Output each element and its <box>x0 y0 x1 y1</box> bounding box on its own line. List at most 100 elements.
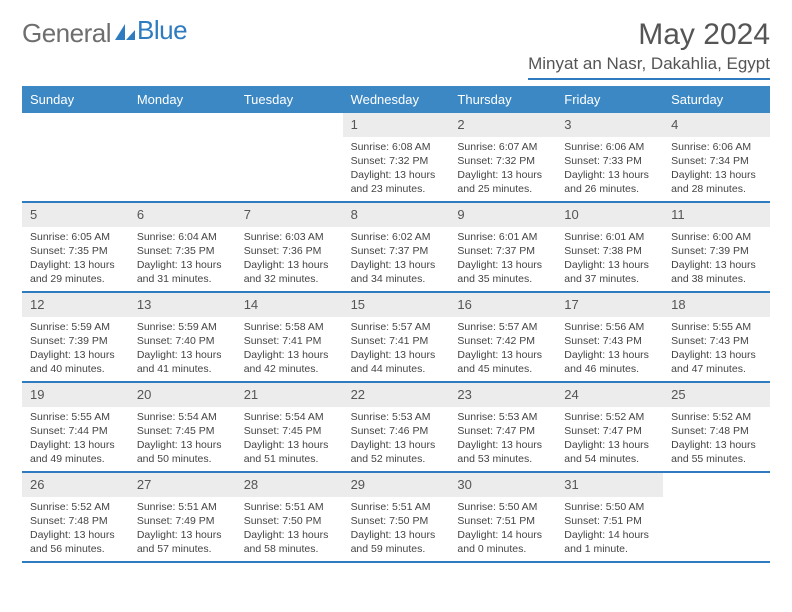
weekday-label: Wednesday <box>343 86 450 113</box>
day-cell: . <box>236 113 343 201</box>
day-number: 13 <box>129 293 236 317</box>
sunset-line: Sunset: 7:36 PM <box>244 244 335 258</box>
daylight-line: Daylight: 13 hours and 46 minutes. <box>564 348 655 376</box>
sunrise-line: Sunrise: 6:01 AM <box>564 230 655 244</box>
logo-text-2: Blue <box>137 15 187 46</box>
daylight-line: Daylight: 13 hours and 57 minutes. <box>137 528 228 556</box>
day-body: Sunrise: 6:01 AMSunset: 7:38 PMDaylight:… <box>556 230 663 291</box>
daylight-line: Daylight: 13 hours and 51 minutes. <box>244 438 335 466</box>
sunset-line: Sunset: 7:49 PM <box>137 514 228 528</box>
day-number: 11 <box>663 203 770 227</box>
day-cell: . <box>22 113 129 201</box>
day-number: 1 <box>343 113 450 137</box>
sunrise-line: Sunrise: 6:06 AM <box>564 140 655 154</box>
sunrise-line: Sunrise: 5:52 AM <box>564 410 655 424</box>
day-number: 8 <box>343 203 450 227</box>
day-number: 9 <box>449 203 556 227</box>
day-cell: 10 Sunrise: 6:01 AMSunset: 7:38 PMDayligh… <box>556 203 663 291</box>
day-number: 3 <box>556 113 663 137</box>
sunrise-line: Sunrise: 5:50 AM <box>457 500 548 514</box>
day-number: 27 <box>129 473 236 497</box>
day-cell: 25Sunrise: 5:52 AMSunset: 7:48 PMDayligh… <box>663 383 770 471</box>
daylight-line: Daylight: 14 hours and 0 minutes. <box>457 528 548 556</box>
weeks-container: ...1Sunrise: 6:08 AMSunset: 7:32 PMDayli… <box>22 113 770 563</box>
page-title: May 2024 <box>528 18 770 52</box>
day-body: Sunrise: 6:01 AMSunset: 7:37 PMDaylight:… <box>449 230 556 291</box>
day-body: Sunrise: 6:02 AMSunset: 7:37 PMDaylight:… <box>343 230 450 291</box>
sunset-line: Sunset: 7:45 PM <box>137 424 228 438</box>
sunrise-line: Sunrise: 6:01 AM <box>457 230 548 244</box>
day-body: Sunrise: 5:51 AMSunset: 7:50 PMDaylight:… <box>236 500 343 561</box>
daylight-line: Daylight: 13 hours and 56 minutes. <box>30 528 121 556</box>
daylight-line: Daylight: 13 hours and 31 minutes. <box>137 258 228 286</box>
day-cell: 31Sunrise: 5:50 AMSunset: 7:51 PMDayligh… <box>556 473 663 561</box>
day-body: Sunrise: 5:54 AMSunset: 7:45 PMDaylight:… <box>129 410 236 471</box>
day-number: 17 <box>556 293 663 317</box>
day-cell: 3Sunrise: 6:06 AMSunset: 7:33 PMDaylight… <box>556 113 663 201</box>
daylight-line: Daylight: 13 hours and 40 minutes. <box>30 348 121 376</box>
day-number: 10 <box>556 203 663 227</box>
day-body: Sunrise: 6:06 AMSunset: 7:34 PMDaylight:… <box>663 140 770 201</box>
sunrise-line: Sunrise: 6:03 AM <box>244 230 335 244</box>
day-number: 5 <box>22 203 129 227</box>
daylight-line: Daylight: 13 hours and 32 minutes. <box>244 258 335 286</box>
sunset-line: Sunset: 7:43 PM <box>564 334 655 348</box>
daylight-line: Daylight: 13 hours and 37 minutes. <box>564 258 655 286</box>
sunset-line: Sunset: 7:35 PM <box>30 244 121 258</box>
day-cell: 30Sunrise: 5:50 AMSunset: 7:51 PMDayligh… <box>449 473 556 561</box>
day-cell: 9 Sunrise: 6:01 AMSunset: 7:37 PMDaylight… <box>449 203 556 291</box>
day-number: 25 <box>663 383 770 407</box>
day-body: Sunrise: 6:08 AMSunset: 7:32 PMDaylight:… <box>343 140 450 201</box>
daylight-line: Daylight: 13 hours and 23 minutes. <box>351 168 442 196</box>
day-cell: 5Sunrise: 6:05 AMSunset: 7:35 PMDaylight… <box>22 203 129 291</box>
sunset-line: Sunset: 7:50 PM <box>351 514 442 528</box>
day-body: Sunrise: 5:52 AMSunset: 7:48 PMDaylight:… <box>22 500 129 561</box>
day-number: 7 <box>236 203 343 227</box>
day-cell: 1 Sunrise: 6:08 AMSunset: 7:32 PMDaylight… <box>343 113 450 201</box>
day-body: Sunrise: 5:50 AMSunset: 7:51 PMDaylight:… <box>556 500 663 561</box>
sunset-line: Sunset: 7:43 PM <box>671 334 762 348</box>
sunrise-line: Sunrise: 5:51 AM <box>244 500 335 514</box>
day-number: 26 <box>22 473 129 497</box>
day-body: Sunrise: 5:53 AMSunset: 7:46 PMDaylight:… <box>343 410 450 471</box>
daylight-line: Daylight: 13 hours and 47 minutes. <box>671 348 762 376</box>
logo-sail-icon <box>113 18 137 49</box>
day-number: 15 <box>343 293 450 317</box>
sunset-line: Sunset: 7:35 PM <box>137 244 228 258</box>
day-body: Sunrise: 5:55 AMSunset: 7:44 PMDaylight:… <box>22 410 129 471</box>
sunset-line: Sunset: 7:42 PM <box>457 334 548 348</box>
daylight-line: Daylight: 13 hours and 54 minutes. <box>564 438 655 466</box>
daylight-line: Daylight: 14 hours and 1 minute. <box>564 528 655 556</box>
day-number: 21 <box>236 383 343 407</box>
sunrise-line: Sunrise: 5:56 AM <box>564 320 655 334</box>
sunrise-line: Sunrise: 5:53 AM <box>457 410 548 424</box>
daylight-line: Daylight: 13 hours and 42 minutes. <box>244 348 335 376</box>
day-cell: . <box>129 113 236 201</box>
day-cell: 4Sunrise: 6:06 AMSunset: 7:34 PMDaylight… <box>663 113 770 201</box>
sunrise-line: Sunrise: 6:08 AM <box>351 140 442 154</box>
week-row: 19Sunrise: 5:55 AMSunset: 7:44 PMDayligh… <box>22 383 770 473</box>
week-row: 26 Sunrise: 5:52 AMSunset: 7:48 PMDayligh… <box>22 473 770 563</box>
daylight-line: Daylight: 13 hours and 50 minutes. <box>137 438 228 466</box>
week-row: ...1Sunrise: 6:08 AMSunset: 7:32 PMDayli… <box>22 113 770 203</box>
weekday-label: Tuesday <box>236 86 343 113</box>
day-cell: 23Sunrise: 5:53 AMSunset: 7:47 PMDayligh… <box>449 383 556 471</box>
day-cell: 21Sunrise: 5:54 AMSunset: 7:45 PMDayligh… <box>236 383 343 471</box>
day-body: Sunrise: 6:03 AMSunset: 7:36 PMDaylight:… <box>236 230 343 291</box>
daylight-line: Daylight: 13 hours and 25 minutes. <box>457 168 548 196</box>
day-number: 24 <box>556 383 663 407</box>
day-cell: 12Sunrise: 5:59 AMSunset: 7:39 PMDayligh… <box>22 293 129 381</box>
day-cell: 24Sunrise: 5:52 AMSunset: 7:47 PMDayligh… <box>556 383 663 471</box>
sunrise-line: Sunrise: 5:51 AM <box>137 500 228 514</box>
day-cell: 2Sunrise: 6:07 AMSunset: 7:32 PMDaylight… <box>449 113 556 201</box>
sunset-line: Sunset: 7:32 PM <box>351 154 442 168</box>
sunset-line: Sunset: 7:51 PM <box>457 514 548 528</box>
daylight-line: Daylight: 13 hours and 26 minutes. <box>564 168 655 196</box>
daylight-line: Daylight: 13 hours and 58 minutes. <box>244 528 335 556</box>
day-cell: 11Sunrise: 6:00 AMSunset: 7:39 PMDayligh… <box>663 203 770 291</box>
day-body: Sunrise: 5:51 AMSunset: 7:49 PMDaylight:… <box>129 500 236 561</box>
sunrise-line: Sunrise: 5:51 AM <box>351 500 442 514</box>
calendar: SundayMondayTuesdayWednesdayThursdayFrid… <box>22 86 770 563</box>
sunrise-line: Sunrise: 5:54 AM <box>244 410 335 424</box>
day-cell: 17 Sunrise: 5:56 AMSunset: 7:43 PMDayligh… <box>556 293 663 381</box>
